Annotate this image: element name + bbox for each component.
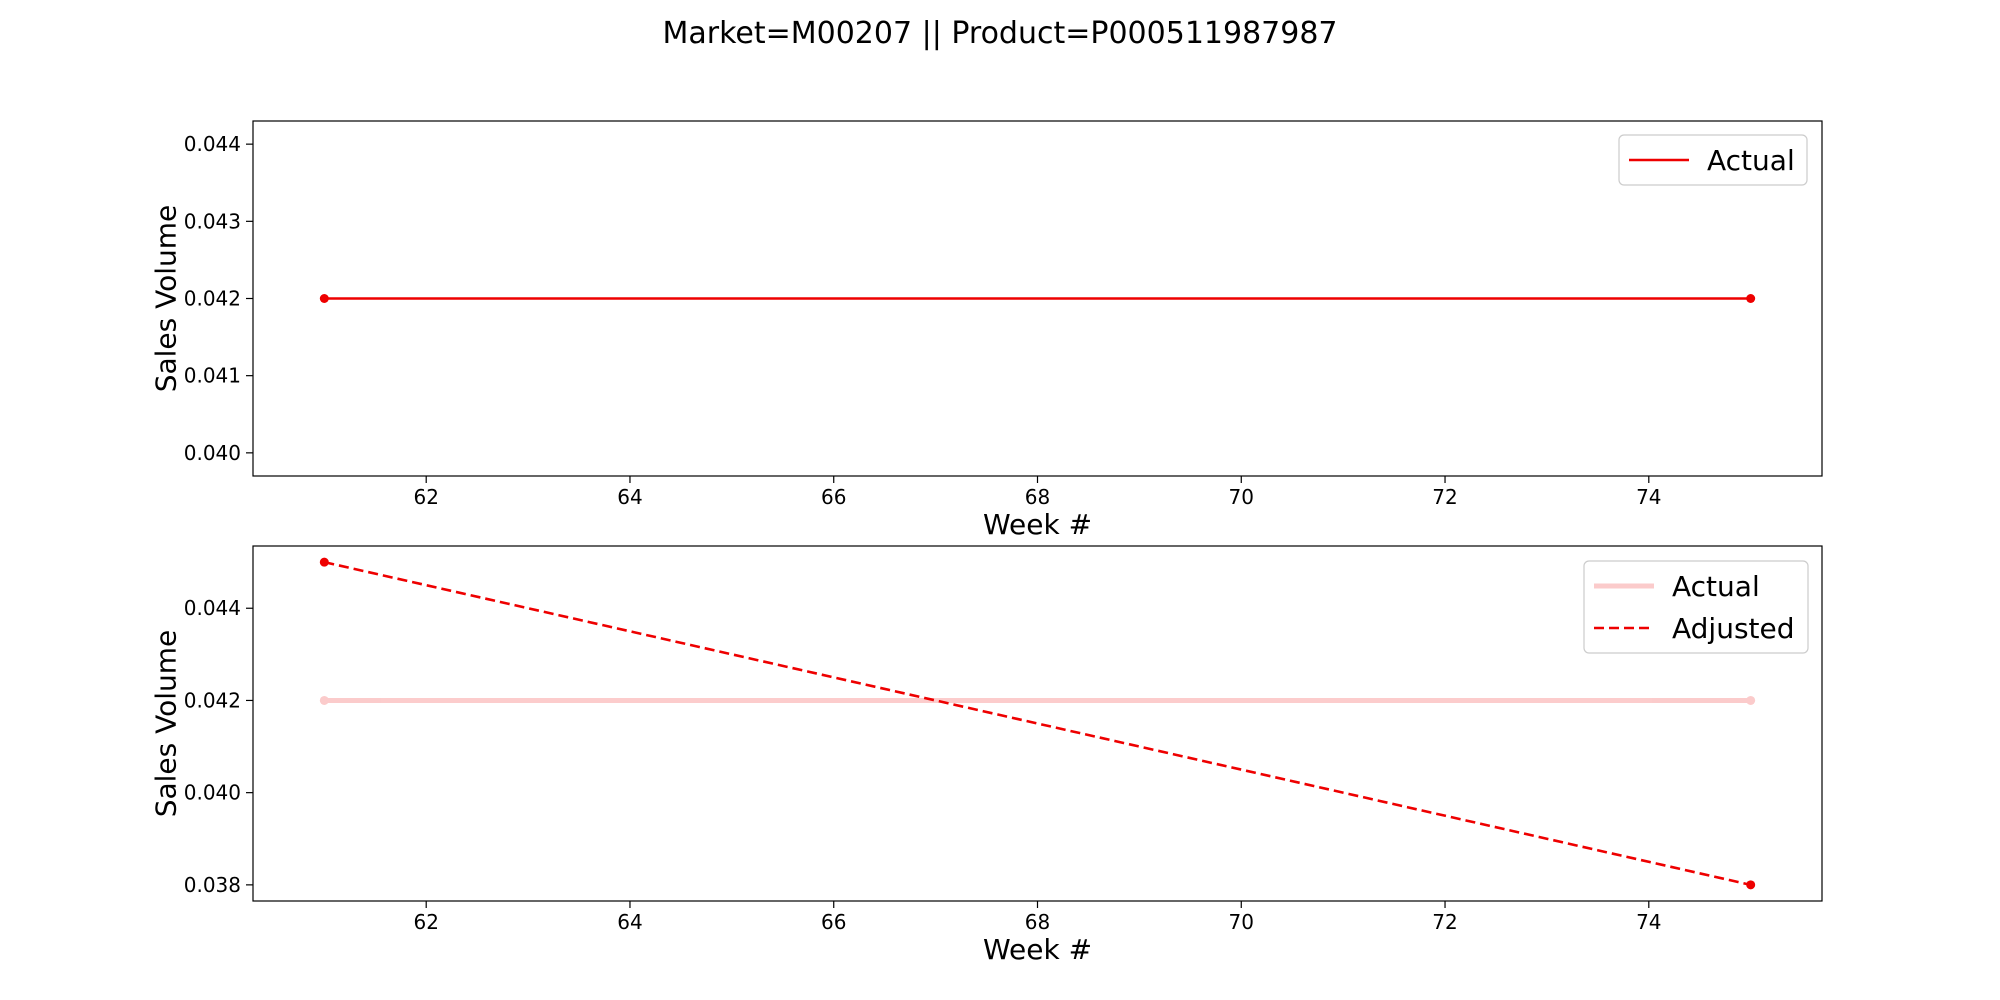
x-tick-label: 64 [617,485,642,509]
y-axis-label: Sales Volume [150,630,183,818]
x-tick-label: 66 [821,910,846,934]
series-adjusted [319,557,1756,890]
y-axis-label: Sales Volume [150,205,183,393]
y-tick-label: 0.041 [184,364,241,388]
legend-label-adjusted: Adjusted [1672,612,1795,645]
data-point-actual [319,294,329,303]
y-tick-label: 0.042 [184,688,241,712]
series-actual [319,695,1756,705]
subplot-1: 62 64 66 68 70 72 74 0.040 0.041 0.042 0.043 0.044 W… [150,120,1823,541]
x-tick-label: 62 [413,485,438,509]
data-point-actual [1746,294,1756,303]
x-tick-label: 70 [1229,485,1254,509]
legend-box [1583,560,1809,654]
legend: Actual Adjusted [1583,560,1809,654]
x-tick-label: 72 [1432,910,1457,934]
figure-title: Market=M00207 || Product=P000511987987 [662,16,1337,51]
legend: Actual [1618,134,1808,186]
series-line-adjusted [324,560,1751,887]
legend-label-actual: Actual [1672,570,1760,603]
x-tick-label: 70 [1229,910,1254,934]
y-tick-label: 0.040 [184,441,241,465]
data-point-adjusted [319,557,329,567]
x-tick-label: 74 [1636,485,1661,509]
subplot-2: 62 64 66 68 70 72 74 0.038 0.040 0.042 0.044 Week #… [150,545,1823,966]
x-tick-label: 62 [413,910,438,934]
x-tick-label: 64 [617,910,642,934]
legend-box [1618,134,1808,186]
y-tick-label: 0.038 [184,873,241,897]
y-tick-label: 0.044 [184,132,241,156]
y-tick-label: 0.043 [184,209,241,233]
y-tick-label: 0.044 [184,596,241,620]
x-tick-label: 68 [1025,910,1050,934]
data-point-actual [1746,695,1756,705]
x-tick-label: 74 [1636,910,1661,934]
subplots: 62 64 66 68 70 72 74 0.040 0.041 0.042 0.043 0.044 W… [150,120,1823,966]
data-point-adjusted [1746,880,1756,890]
y-tick-label: 0.042 [184,287,241,311]
y-tick-label: 0.040 [184,781,241,805]
legend-label-actual: Actual [1707,144,1795,177]
x-axis-label: Week # [983,508,1092,541]
x-tick-label: 68 [1025,485,1050,509]
x-axis-label: Week # [983,933,1092,966]
data-point-actual [319,695,329,705]
x-tick-label: 66 [821,485,846,509]
series-actual [319,294,1756,303]
x-tick-label: 72 [1432,485,1457,509]
